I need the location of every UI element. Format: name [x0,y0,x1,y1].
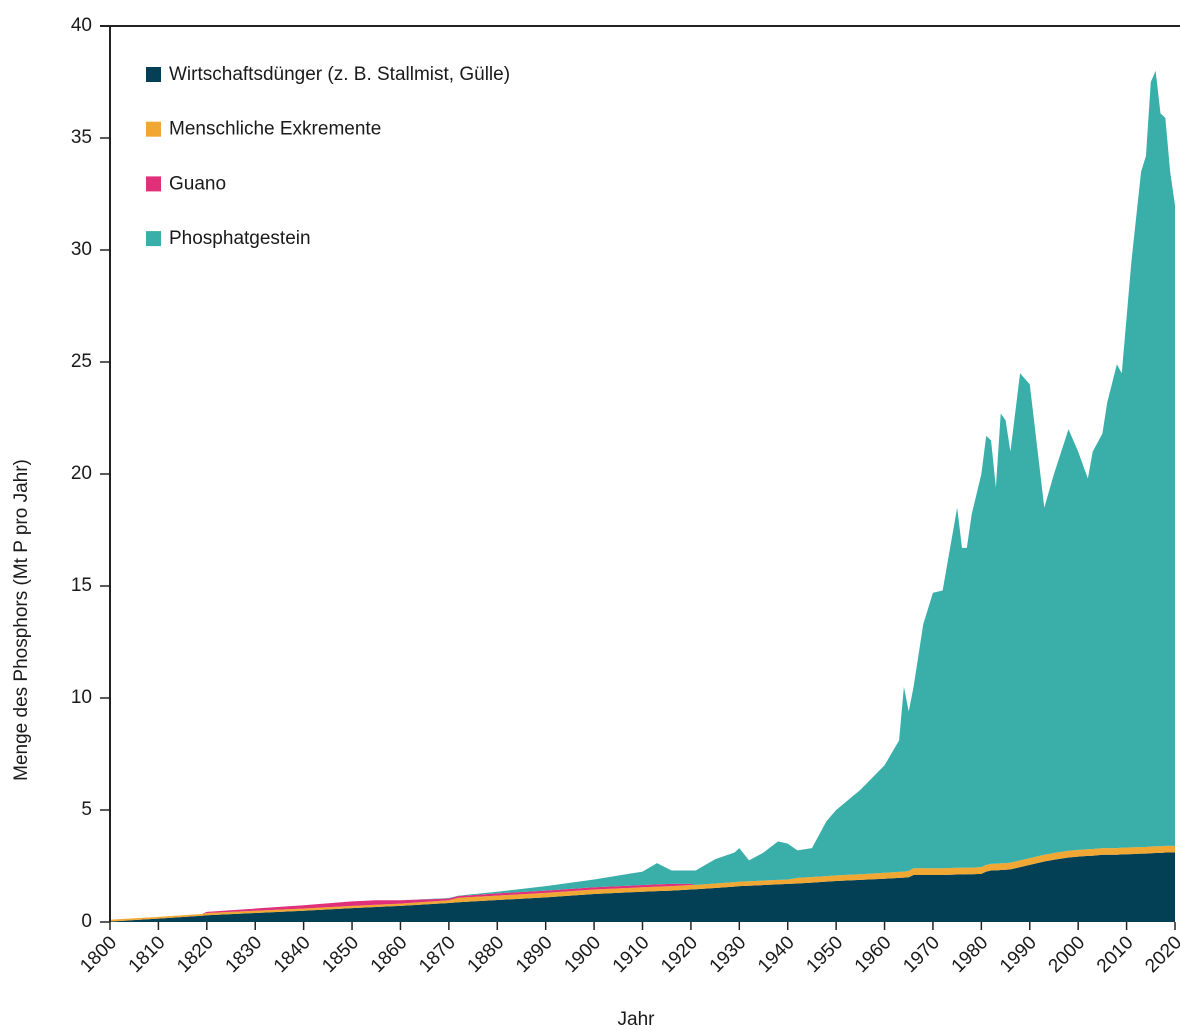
y-tick-label: 15 [71,575,92,596]
legend-label: Menschliche Exkremente [169,119,381,140]
x-tick-label: 1940 [754,932,799,977]
x-tick-label: 2000 [1045,932,1090,977]
x-tick-label: 1970 [899,932,944,977]
area [110,70,1175,920]
legend-label: Wirtschaftsdünger (z. B. Stallmist, Güll… [169,64,510,85]
y-axis-label: Menge des Phosphors (Mt P pro Jahr) [11,459,32,781]
legend: Wirtschaftsdünger (z. B. Stallmist, Güll… [146,64,510,249]
area [110,845,1175,920]
x-tick-label: 1860 [367,932,412,977]
x-tick-label: 1880 [464,932,509,977]
x-tick-label: 1980 [948,932,993,977]
x-tick-label: 1820 [173,932,218,977]
x-tick-label: 1870 [415,932,460,977]
area [110,852,1175,922]
x-tick-label: 1900 [560,932,605,977]
x-tick-label: 1930 [706,932,751,977]
x-tick-label: 2010 [1093,932,1138,977]
x-tick-label: 1830 [222,932,267,977]
legend-swatch [146,121,161,137]
y-tick-label: 0 [81,911,92,932]
x-tick-label: 1990 [996,932,1041,977]
y-tick-label: 5 [81,799,92,820]
x-tick-label: 1920 [657,932,702,977]
x-tick-label: 1890 [512,932,557,977]
area [110,845,1175,922]
y-tick-label: 40 [71,15,92,36]
y-tick-label: 35 [71,127,92,148]
x-axis-label: Jahr [618,1009,656,1030]
legend-swatch [146,176,161,192]
x-tick-label: 1950 [802,932,847,977]
y-tick-label: 20 [71,463,92,484]
y-tick-label: 30 [71,239,92,260]
x-tick-label: 1910 [609,932,654,977]
legend-swatch [146,231,161,247]
areas [110,70,1175,922]
legend-label: Guano [169,173,226,194]
x-tick-label: 2020 [1141,932,1180,977]
x-tick-label: 1810 [125,932,170,977]
x-tick-label: 1840 [270,932,315,977]
y-tick-label: 25 [71,351,92,372]
x-tick-label: 1800 [76,932,121,977]
y-tick-label: 10 [71,687,92,708]
x-tick-label: 1960 [851,932,896,977]
x-tick-label: 1850 [318,932,363,977]
legend-swatch [146,67,161,82]
legend-label: Phosphatgestein [169,228,311,249]
